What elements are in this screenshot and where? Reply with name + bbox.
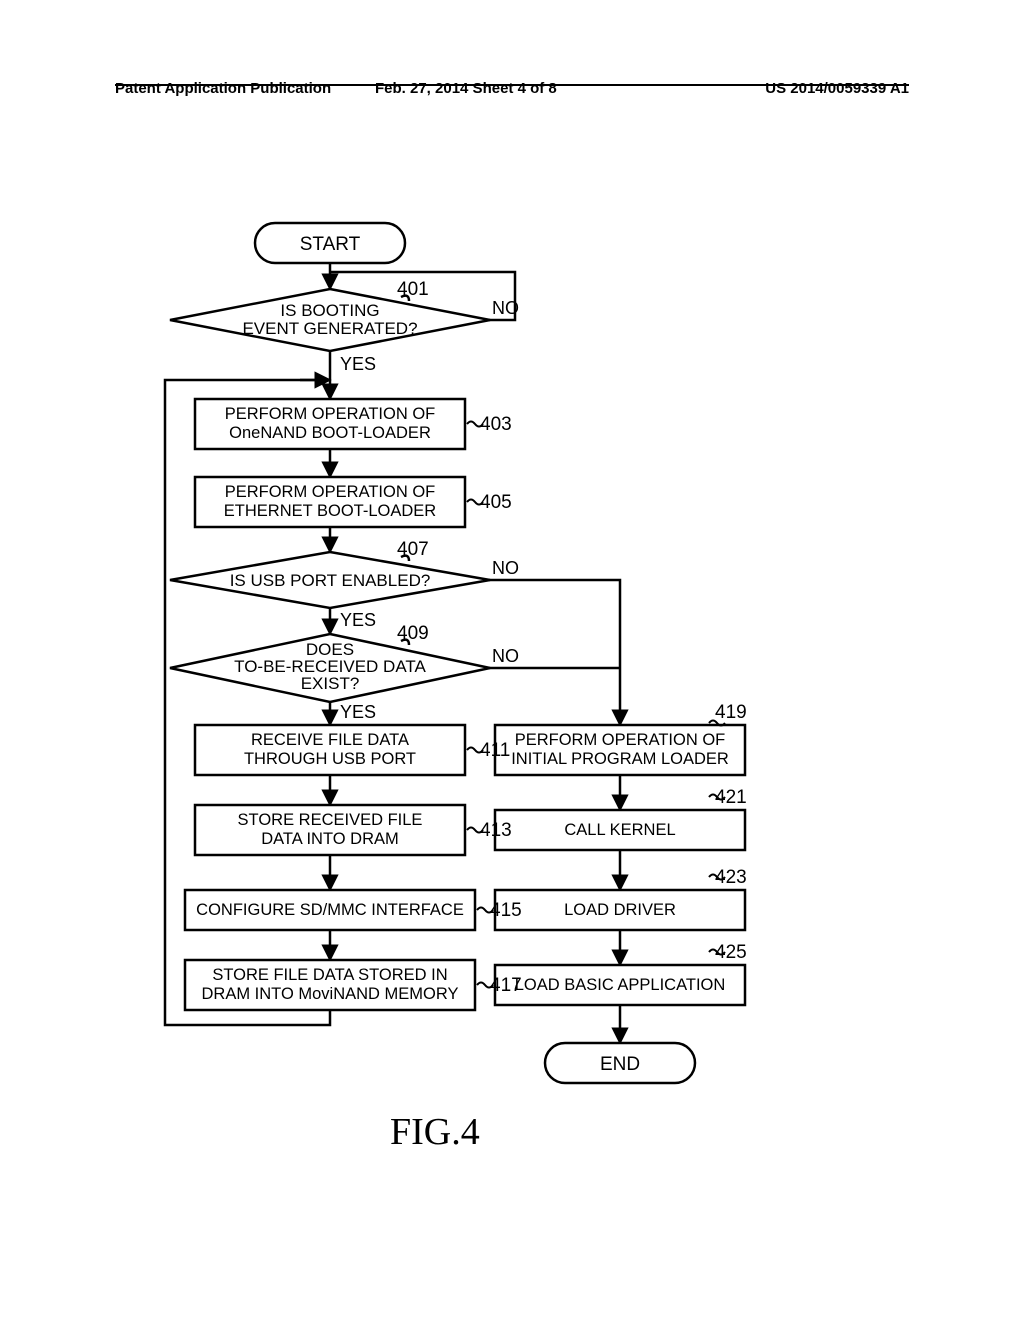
start-label: START bbox=[300, 234, 361, 255]
b421-l1: CALL KERNEL bbox=[564, 821, 675, 839]
ref-405: 405 bbox=[480, 492, 512, 513]
ref-421: 421 bbox=[715, 787, 747, 808]
b403-l2: OneNAND BOOT-LOADER bbox=[229, 424, 431, 442]
ref-415: 415 bbox=[490, 900, 522, 921]
d401-yes: YES bbox=[340, 354, 376, 374]
b423-l1: LOAD DRIVER bbox=[564, 901, 676, 919]
ref-409: 409 bbox=[397, 623, 429, 644]
b411-l1: RECEIVE FILE DATA bbox=[251, 731, 409, 749]
end-label: END bbox=[600, 1054, 640, 1075]
d409-no: NO bbox=[492, 646, 519, 666]
ref-417: 417 bbox=[490, 975, 522, 996]
ref-411: 411 bbox=[480, 740, 510, 761]
ref-425: 425 bbox=[715, 942, 747, 963]
figure-label: FIG.4 bbox=[390, 1110, 480, 1154]
b403-l1: PERFORM OPERATION OF bbox=[225, 405, 436, 423]
ref-401: 401 bbox=[397, 279, 429, 300]
b417-l1: STORE FILE DATA STORED IN bbox=[212, 966, 447, 984]
ref-423: 423 bbox=[715, 867, 747, 888]
d409-yes: YES bbox=[340, 702, 376, 722]
b417-l2: DRAM INTO MoviNAND MEMORY bbox=[202, 985, 459, 1003]
ref-413: 413 bbox=[480, 820, 512, 841]
d401-l2: EVENT GENERATED? bbox=[242, 319, 417, 338]
ref-419: 419 bbox=[715, 702, 747, 723]
b413-l2: DATA INTO DRAM bbox=[261, 830, 399, 848]
ref-407: 407 bbox=[397, 539, 429, 560]
d401-l1: IS BOOTING bbox=[280, 301, 379, 320]
flowchart-svg: START END IS BOOTING EVENT GENERATED? IS… bbox=[0, 0, 1024, 1320]
d407-no: NO bbox=[492, 558, 519, 578]
b425-l1: LOAD BASIC APPLICATION bbox=[515, 976, 726, 994]
ref-403: 403 bbox=[480, 414, 512, 435]
b405-l1: PERFORM OPERATION OF bbox=[225, 483, 436, 501]
d407-yes: YES bbox=[340, 610, 376, 630]
b405-l2: ETHERNET BOOT-LOADER bbox=[224, 502, 436, 520]
d409-l3: EXIST? bbox=[301, 674, 360, 693]
d407-l1: IS USB PORT ENABLED? bbox=[230, 571, 431, 590]
b415-l1: CONFIGURE SD/MMC INTERFACE bbox=[196, 901, 464, 919]
b419-l2: INITIAL PROGRAM LOADER bbox=[511, 750, 729, 768]
b411-l2: THROUGH USB PORT bbox=[244, 750, 416, 768]
b413-l1: STORE RECEIVED FILE bbox=[238, 811, 423, 829]
d401-no: NO bbox=[492, 298, 519, 318]
b419-l1: PERFORM OPERATION OF bbox=[515, 731, 726, 749]
